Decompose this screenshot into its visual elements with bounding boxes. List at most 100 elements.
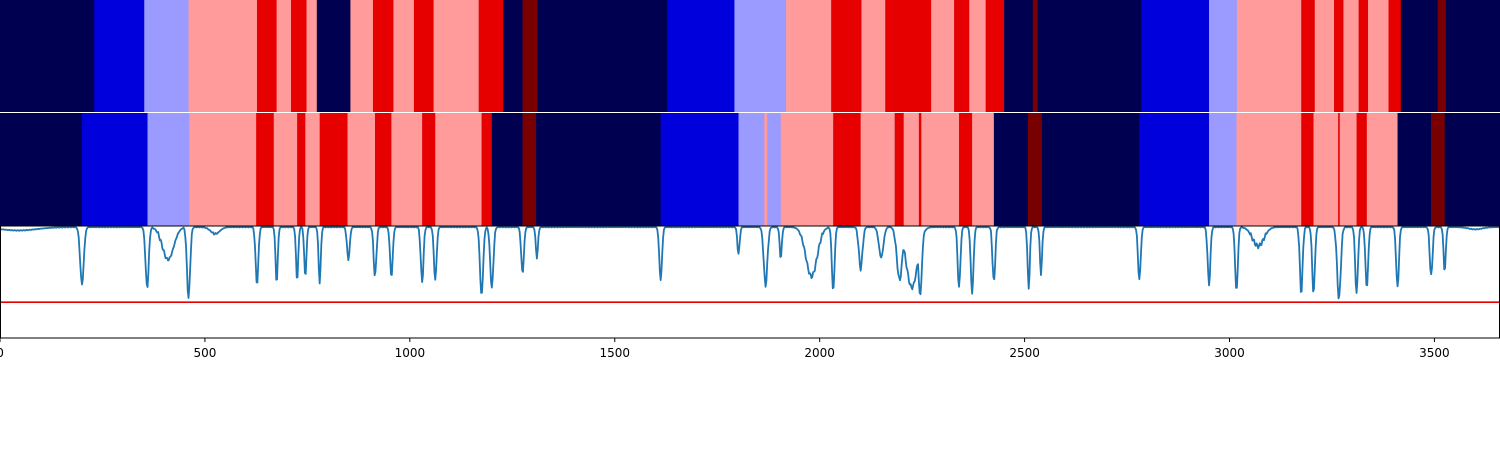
track-top-segment [1004, 0, 1034, 112]
track-bottom-segment [918, 113, 922, 226]
track-bottom-segment [860, 113, 895, 226]
track-bottom-segment [319, 113, 348, 226]
track-top-segment [1368, 0, 1389, 112]
track-top-segment [885, 0, 932, 112]
track-bottom-segment [972, 113, 995, 226]
track-top-segment [1334, 0, 1344, 112]
heatmap-track-top [0, 0, 1500, 113]
track-top-segment [1032, 0, 1039, 112]
x-axis: 0 500 1000 1500 2000 2500 3000 3500 [0, 338, 1450, 360]
track-top-segment [1236, 0, 1302, 112]
line-panel [0, 225, 1500, 339]
x-tick-label: 500 [193, 346, 216, 360]
track-top-segment [94, 0, 145, 112]
track-bottom-segment [375, 113, 392, 226]
track-top-segment [316, 0, 351, 112]
track-top-segment [433, 0, 479, 112]
track-bottom-segment [422, 113, 436, 226]
track-top-segment [861, 0, 886, 112]
profile-line [0, 225, 1500, 300]
track-top-segment [1445, 0, 1500, 112]
track-top-segment [1400, 0, 1439, 112]
x-tick-label: 3000 [1214, 346, 1245, 360]
track-top-segment [1343, 0, 1359, 112]
track-bottom-segment [894, 113, 904, 226]
track-top-segment [350, 0, 374, 112]
track-bottom-segment [1431, 113, 1445, 226]
track-top-segment [786, 0, 832, 112]
track-bottom-segment [767, 113, 782, 226]
track-bottom-segment [1301, 113, 1314, 226]
track-bottom-segment [536, 113, 661, 226]
track-bottom-segment [391, 113, 423, 226]
track-bottom-segment [959, 113, 973, 226]
track-top-segment [393, 0, 415, 112]
track-bottom-segment [147, 113, 190, 226]
track-bottom-segment [1209, 113, 1237, 226]
track-bottom-segment [1356, 113, 1368, 226]
track-top-segment [144, 0, 189, 112]
track-top-segment [1037, 0, 1142, 112]
x-tick-label: 3500 [1419, 346, 1450, 360]
track-bottom-segment [921, 113, 960, 226]
track-bottom-segment [256, 113, 275, 226]
track-top-segment [1388, 0, 1402, 112]
track-top-segment [831, 0, 862, 112]
track-top-segment [0, 0, 95, 112]
track-top-segment [306, 0, 318, 112]
track-bottom-segment [780, 113, 834, 226]
track-bottom-segment [764, 113, 768, 226]
track-top-segment [1437, 0, 1447, 112]
track-top-segment [372, 0, 394, 112]
track-bottom-segment [1338, 113, 1341, 226]
track-top-segment [1358, 0, 1369, 112]
track-top-segment [522, 0, 539, 112]
track-top-segment [931, 0, 955, 112]
heatmap-track-bottom [0, 113, 1500, 226]
track-bottom-segment [1397, 113, 1432, 226]
track-bottom-segment [660, 113, 739, 226]
track-bottom-segment [435, 113, 482, 226]
x-tick-label: 2000 [804, 346, 835, 360]
track-bottom-segment [1313, 113, 1339, 226]
track-bottom-segment [1339, 113, 1357, 226]
track-top-segment [276, 0, 292, 112]
track-top-segment [1209, 0, 1238, 112]
track-top-segment [188, 0, 258, 112]
track-bottom-segment [1041, 113, 1140, 226]
track-bottom-segment [903, 113, 920, 226]
track-top-segment [969, 0, 986, 112]
track-bottom-segment [491, 113, 523, 226]
track-bottom-segment [297, 113, 306, 226]
track-top-segment [413, 0, 434, 112]
track-bottom-segment [522, 113, 537, 226]
track-top-segment [954, 0, 970, 112]
track-top-segment [478, 0, 504, 112]
track-bottom-segment [81, 113, 148, 226]
track-top-segment [256, 0, 277, 112]
track-top-segment [985, 0, 1005, 112]
track-bottom-segment [1366, 113, 1398, 226]
track-bottom-segment [1444, 113, 1500, 226]
track-top-segment [1141, 0, 1210, 112]
track-bottom-segment [305, 113, 320, 226]
track-top-segment [537, 0, 668, 112]
track-bottom-segment [189, 113, 257, 226]
track-top-segment [1314, 0, 1335, 112]
x-tick-label: 0 [0, 346, 4, 360]
track-bottom-segment [1027, 113, 1043, 226]
track-top-segment [503, 0, 523, 112]
track-bottom-segment [1139, 113, 1210, 226]
track-bottom-segment [481, 113, 493, 226]
track-bottom-segment [273, 113, 298, 226]
track-top-segment [734, 0, 787, 112]
track-bottom-segment [0, 113, 83, 226]
x-tick-label: 1500 [599, 346, 630, 360]
track-top-segment [667, 0, 735, 112]
x-tick-label: 2500 [1009, 346, 1040, 360]
track-top-segment [1301, 0, 1316, 112]
track-bottom-segment [738, 113, 765, 226]
track-bottom-segment [347, 113, 376, 226]
track-bottom-segment [1236, 113, 1302, 226]
